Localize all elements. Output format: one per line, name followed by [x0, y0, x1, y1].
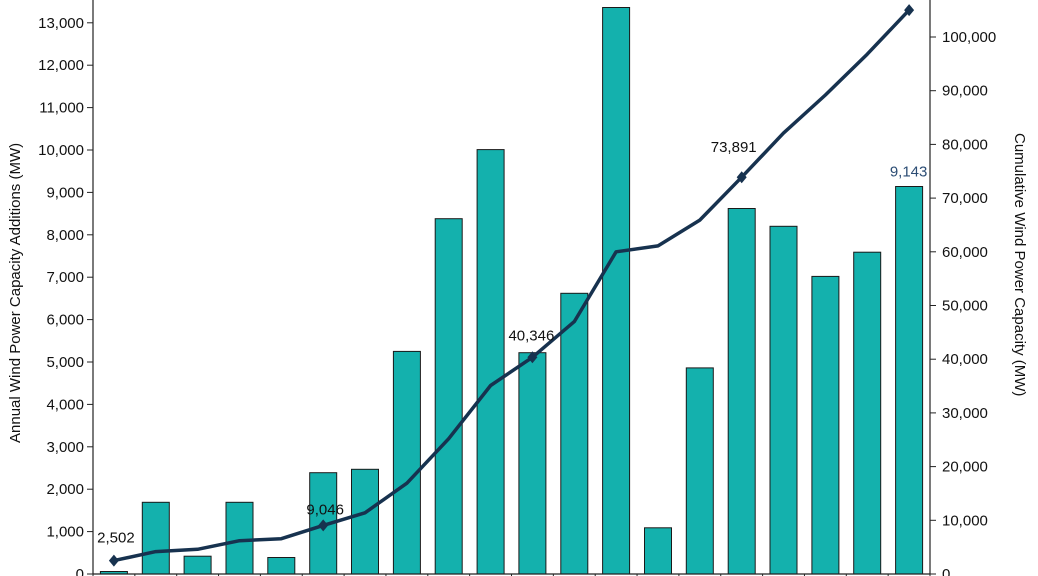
cumulative-marker-19 [904, 4, 915, 17]
y-tick-label-left-7: 7,000 [46, 269, 84, 286]
y-tick-label-right-2: 20,000 [942, 459, 988, 476]
y-axis-title-right: Cumulative Wind Power Capacity (MW) [1011, 133, 1028, 396]
bar-13 [644, 527, 672, 575]
axes-layer: 0 1,000 2,000 3,000 4,000 5,000 6,000 7,000 8,00… [38, 0, 996, 576]
data-label-10: 40,346 [508, 327, 554, 344]
y-tick-label-right-7: 70,000 [942, 190, 988, 207]
bar-2 [183, 555, 212, 575]
bar-18 [853, 251, 882, 575]
bar-7 [392, 350, 421, 575]
y-tick-label-right-8: 80,000 [942, 136, 988, 153]
y-tick-label-left-4: 4,000 [46, 396, 84, 413]
y-tick-label-right-1: 10,000 [942, 512, 988, 529]
bar-8 [434, 218, 463, 575]
bar-12 [602, 7, 631, 575]
y-tick-label-right-10: 100,000 [942, 29, 996, 46]
y-tick-label-left-10: 10,000 [38, 142, 84, 159]
y-tick-label-right-4: 40,000 [942, 351, 988, 368]
y-tick-label-left-0: 0 [76, 566, 84, 576]
y-axis-title-left: Annual Wind Power Capacity Additions (MW… [7, 143, 24, 443]
y-tick-label-left-5: 5,000 [46, 354, 84, 371]
y-tick-label-left-2: 2,000 [46, 481, 84, 498]
data-label-5: 9,046 [306, 501, 344, 518]
cumulative-marker-10 [527, 351, 538, 364]
cumulative-line [113, 8, 911, 563]
y-tick-label-left-11: 11,000 [39, 100, 84, 117]
bar-19 [895, 186, 924, 575]
bar-15 [727, 208, 756, 575]
bar-11 [560, 292, 589, 575]
data-label-19: 9,143 [890, 164, 928, 181]
y-tick-label-right-0: 0 [942, 566, 950, 576]
y-tick-label-right-6: 60,000 [942, 244, 988, 261]
bar-1 [141, 501, 170, 575]
y-tick-label-left-8: 8,000 [46, 227, 84, 244]
bar-16 [769, 225, 798, 575]
bar-6 [351, 468, 379, 575]
bar-14 [685, 367, 714, 575]
bars-layer [99, 7, 924, 575]
cumulative-line-layer [108, 4, 915, 567]
y-tick-label-left-1: 1,000 [46, 524, 84, 541]
data-label-0: 2,502 [97, 530, 135, 547]
y-tick-label-right-5: 50,000 [942, 298, 988, 315]
y-tick-label-left-12: 12,000 [38, 57, 84, 74]
y-tick-label-right-3: 30,000 [942, 405, 988, 422]
data-label-15: 73,891 [711, 139, 757, 156]
y-tick-label-left-6: 6,000 [46, 312, 84, 329]
y-tick-label-left-13: 13,000 [38, 15, 84, 32]
bar-9 [476, 149, 505, 575]
bar-10 [518, 352, 547, 575]
bar-17 [811, 275, 840, 575]
cumulative-marker-5 [318, 519, 329, 532]
y-tick-label-left-9: 9,000 [46, 184, 84, 201]
cumulative-marker-0 [108, 554, 119, 567]
bar-4 [267, 557, 296, 575]
bar-3 [225, 501, 254, 575]
cumulative-marker-15 [736, 171, 747, 184]
y-tick-label-left-3: 3,000 [46, 439, 84, 456]
y-tick-label-right-9: 90,000 [942, 83, 988, 100]
data-labels-layer: 2,502 9,046 40,346 73,891 9,143 [97, 139, 927, 546]
